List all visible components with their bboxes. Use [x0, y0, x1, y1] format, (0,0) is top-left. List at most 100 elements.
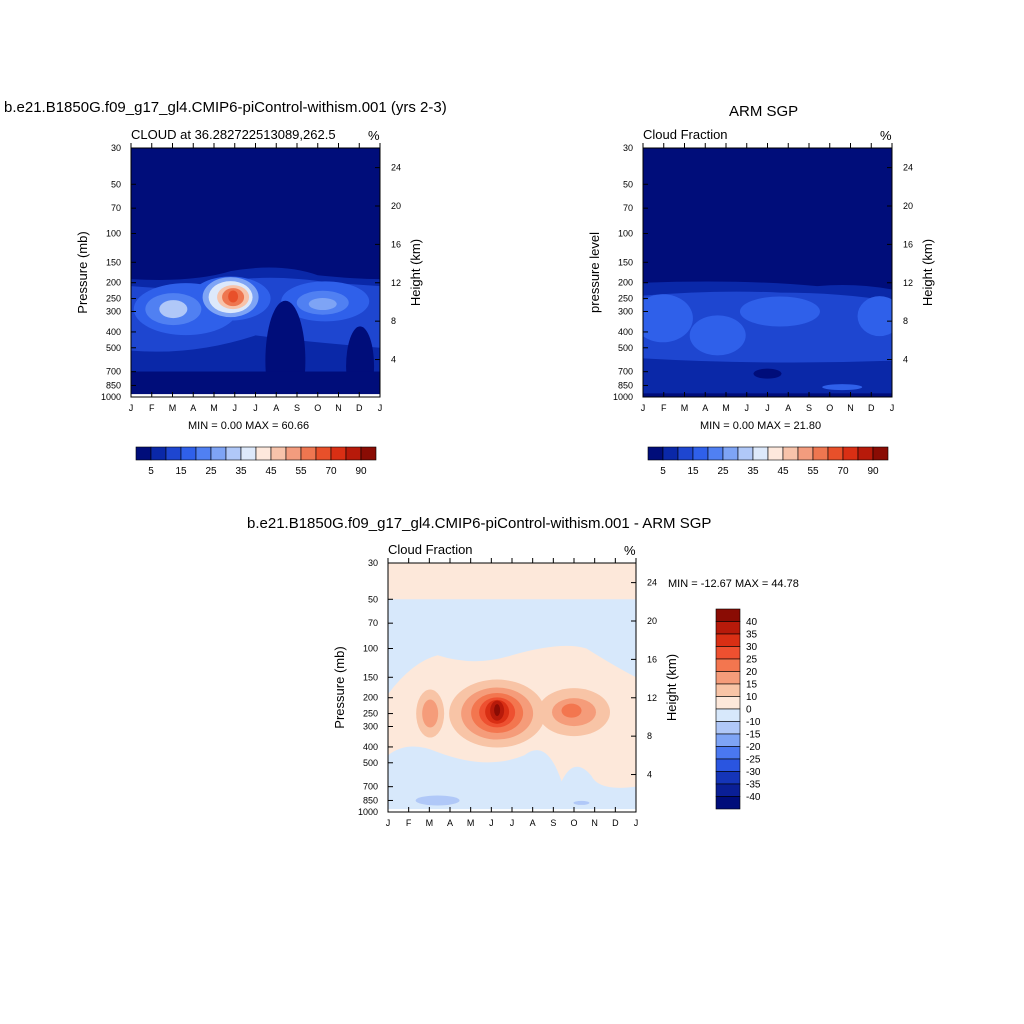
x-tick-label: O — [314, 403, 321, 413]
panel3-stats: MIN = -12.67 MAX = 44.78 — [668, 578, 799, 590]
pressure-tick-label: 50 — [623, 179, 633, 189]
x-tick-label: J — [378, 403, 383, 413]
pressure-tick-label: 850 — [363, 795, 378, 805]
height-tick-label: 12 — [903, 278, 913, 288]
height-tick-label: 16 — [391, 239, 401, 249]
pressure-tick-label: 700 — [363, 782, 378, 792]
panel1-subtitle: CLOUD at 36.282722513089,262.5 — [131, 127, 336, 142]
colorbar-swatch — [715, 758, 741, 772]
panel1-units: % — [368, 128, 380, 143]
field-band-15 — [643, 294, 693, 343]
panel1-title: b.e21.B1850G.f09_g17_gl4.CMIP6-piControl… — [4, 99, 447, 116]
x-tick-label: J — [745, 403, 750, 413]
height-tick-label: 24 — [903, 163, 913, 173]
colorbar-label: 5 — [148, 466, 154, 477]
x-tick-label: O — [826, 403, 833, 413]
height-tick-label: 20 — [903, 201, 913, 211]
colorbar-swatch — [715, 658, 741, 672]
field-low — [643, 386, 892, 397]
pressure-tick-label: 150 — [106, 257, 121, 267]
pressure-tick-label: 700 — [106, 367, 121, 377]
colorbar-label: -35 — [746, 780, 761, 791]
pressure-tick-label: 500 — [106, 343, 121, 353]
x-tick-label: A — [530, 818, 536, 828]
pressure-tick-label: 200 — [106, 278, 121, 288]
colorbar-label: -15 — [746, 730, 761, 741]
field-dark-pocket — [753, 368, 782, 379]
colorbar-swatch — [872, 446, 889, 461]
height-tick-label: 8 — [903, 316, 908, 326]
pressure-tick-label: 70 — [623, 203, 633, 213]
pressure-tick-label: 50 — [368, 594, 378, 604]
pressure-tick-label: 250 — [106, 294, 121, 304]
pressure-tick-label: 200 — [618, 278, 633, 288]
x-tick-label: J — [489, 818, 494, 828]
height-tick-label: 4 — [903, 355, 908, 365]
colorbar-swatch — [715, 671, 741, 685]
panel2-units: % — [880, 128, 892, 143]
colorbar-swatch — [715, 721, 741, 735]
x-tick-label: M — [210, 403, 218, 413]
y2-axis-label: Height (km) — [920, 239, 935, 306]
x-tick-label: F — [149, 403, 155, 413]
colorbar-label: -40 — [746, 792, 761, 803]
pressure-tick-label: 30 — [623, 143, 633, 153]
pressure-tick-label: 850 — [618, 380, 633, 390]
x-tick-label: M — [467, 818, 475, 828]
colorbar-label: -30 — [746, 767, 761, 778]
colorbar-label: 45 — [265, 466, 277, 477]
colorbar-label: 90 — [867, 466, 879, 477]
x-tick-label: A — [785, 403, 791, 413]
height-tick-label: 4 — [647, 770, 652, 780]
pressure-tick-label: 100 — [618, 228, 633, 238]
colorbar-swatch — [715, 646, 741, 660]
colorbar-swatch — [715, 633, 741, 647]
field-band-15c — [739, 296, 820, 327]
panel1-stats: MIN = 0.00 MAX = 60.66 — [188, 420, 310, 432]
plot-field — [643, 148, 892, 397]
colorbar-label: 70 — [837, 466, 849, 477]
plot-field — [388, 563, 636, 812]
pressure-tick-label: 150 — [363, 672, 378, 682]
y2-axis-label: Height (km) — [408, 239, 423, 306]
x-tick-label: J — [765, 403, 770, 413]
field-band-15e — [822, 384, 863, 391]
pressure-tick-label: 150 — [618, 257, 633, 267]
colorbar-swatch — [715, 796, 741, 810]
x-tick-label: A — [273, 403, 279, 413]
field-band-neg-10 — [415, 795, 460, 806]
colorbar-label: 15 — [175, 466, 187, 477]
field-band-15b — [857, 296, 892, 337]
colorbar-swatch — [715, 621, 741, 635]
height-tick-label: 24 — [391, 163, 401, 173]
pressure-tick-label: 50 — [111, 179, 121, 189]
pressure-tick-label: 850 — [106, 380, 121, 390]
pressure-tick-label: 30 — [368, 558, 378, 568]
x-tick-label: J — [253, 403, 258, 413]
x-tick-label: S — [806, 403, 812, 413]
x-tick-label: D — [868, 403, 875, 413]
colorbar-label: 30 — [746, 642, 758, 653]
colorbar-label: 45 — [777, 466, 789, 477]
panel3-units: % — [624, 543, 636, 558]
field-band-15d — [689, 315, 746, 356]
x-tick-label: D — [612, 818, 619, 828]
x-tick-label: M — [426, 818, 434, 828]
x-tick-label: D — [356, 403, 363, 413]
x-tick-label: J — [890, 403, 895, 413]
colorbar-label: 10 — [746, 692, 758, 703]
pressure-tick-label: 400 — [363, 742, 378, 752]
colorbar-label: 25 — [746, 655, 758, 666]
colorbar-swatch — [715, 783, 741, 797]
field-band-neg-10b — [573, 800, 590, 805]
y-axis-label: Pressure (mb) — [75, 231, 90, 313]
x-tick-label: J — [129, 403, 134, 413]
colorbar-label: 25 — [717, 466, 729, 477]
x-tick-label: M — [722, 403, 730, 413]
height-tick-label: 16 — [903, 239, 913, 249]
x-tick-label: N — [335, 403, 342, 413]
x-tick-label: J — [386, 818, 391, 828]
pressure-tick-label: 100 — [363, 643, 378, 653]
